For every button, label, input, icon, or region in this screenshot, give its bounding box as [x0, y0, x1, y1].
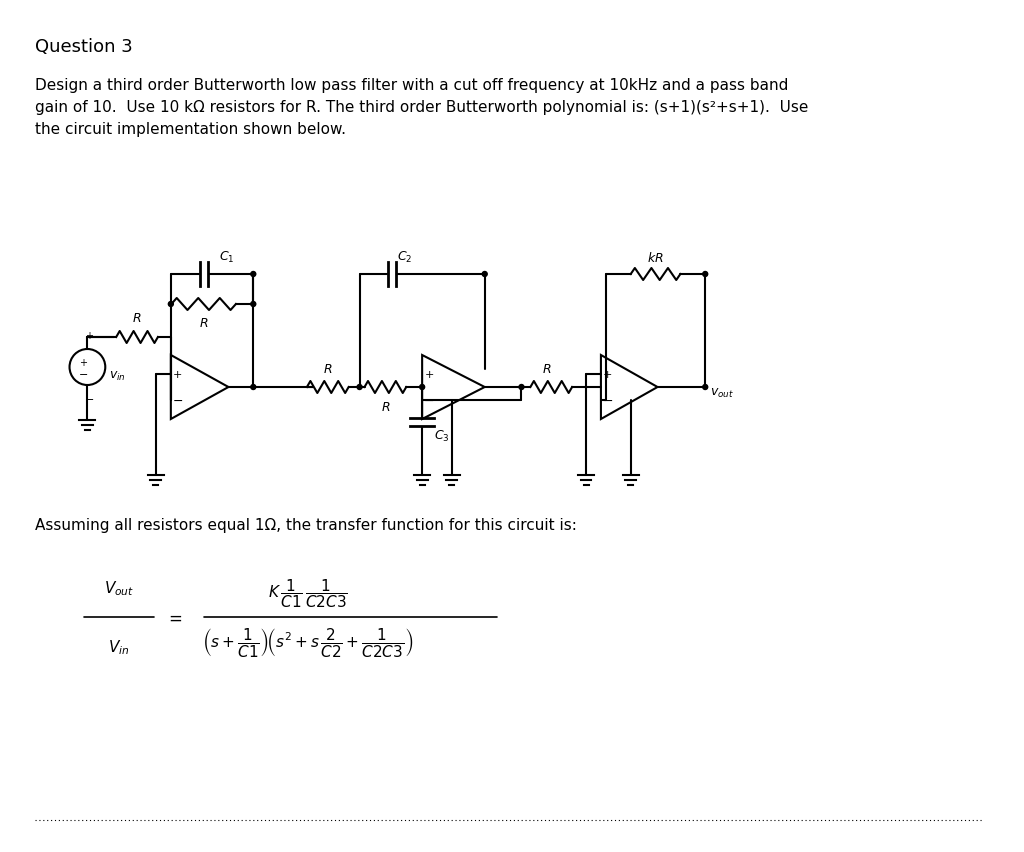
Circle shape [420, 385, 425, 390]
Text: −: − [79, 370, 88, 379]
Circle shape [702, 272, 708, 277]
Text: $V_{in}$: $V_{in}$ [109, 637, 130, 656]
Text: $C_3$: $C_3$ [434, 428, 450, 443]
Circle shape [251, 272, 256, 277]
Text: $R$: $R$ [199, 317, 208, 330]
Text: −: − [85, 394, 94, 405]
Text: $K\,\dfrac{1}{C1}\,\dfrac{1}{C2C3}$: $K\,\dfrac{1}{C1}\,\dfrac{1}{C2C3}$ [268, 577, 348, 609]
Text: +: + [80, 358, 87, 367]
Text: $R$: $R$ [132, 312, 141, 325]
Text: $C_1$: $C_1$ [218, 250, 233, 265]
Text: $R$: $R$ [323, 363, 333, 376]
Text: $V_{out}$: $V_{out}$ [104, 579, 134, 597]
Text: +: + [424, 369, 434, 379]
Circle shape [168, 302, 173, 307]
Text: +: + [603, 369, 612, 379]
Circle shape [357, 385, 362, 390]
Text: −: − [424, 394, 434, 407]
Text: Design a third order Butterworth low pass filter with a cut off frequency at 10k: Design a third order Butterworth low pas… [35, 78, 808, 137]
Text: Question 3: Question 3 [35, 38, 132, 56]
Text: $R$: $R$ [542, 363, 551, 376]
Circle shape [251, 385, 256, 390]
Text: $v_{out}$: $v_{out}$ [711, 386, 734, 399]
Text: $R$: $R$ [381, 400, 390, 413]
Text: −: − [172, 394, 183, 407]
Text: −: − [603, 394, 613, 407]
Circle shape [251, 302, 256, 307]
Text: $=$: $=$ [165, 608, 182, 626]
Text: $kR$: $kR$ [647, 250, 664, 265]
Circle shape [519, 385, 524, 390]
Text: Assuming all resistors equal 1Ω, the transfer function for this circuit is:: Assuming all resistors equal 1Ω, the tra… [35, 517, 577, 532]
Text: +: + [173, 369, 182, 379]
Text: +: + [85, 331, 93, 341]
Text: $v_{in}$: $v_{in}$ [110, 369, 126, 382]
Text: $C_2$: $C_2$ [397, 250, 413, 265]
Text: $\left(s+\dfrac{1}{C1}\right)\!\left(s^2+s\,\dfrac{2}{C2}+\dfrac{1}{C2C3}\right): $\left(s+\dfrac{1}{C1}\right)\!\left(s^2… [203, 625, 414, 659]
Circle shape [482, 272, 487, 277]
Circle shape [702, 385, 708, 390]
